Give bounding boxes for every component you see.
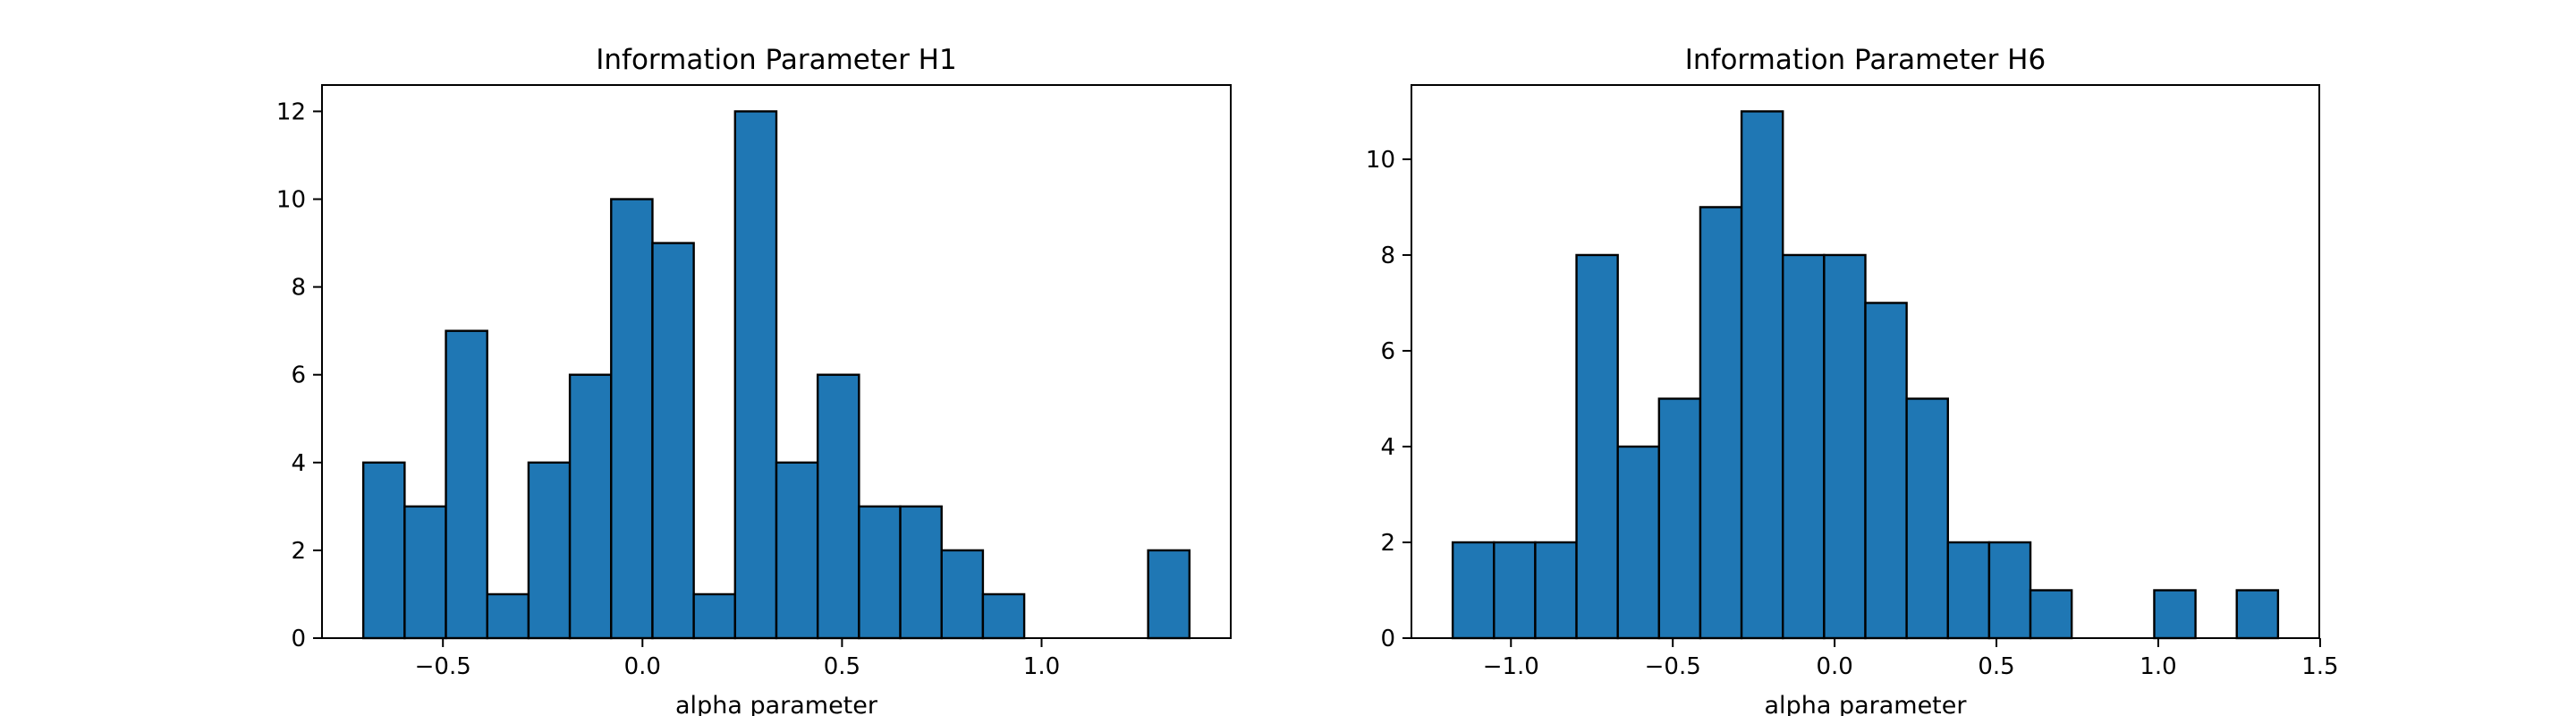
y-tick-label-h6-5: 10 [1366,147,1395,174]
y-ticks-h1: 0 2 4 6 8 10 12 [276,98,322,652]
bar-h1-0 [361,461,406,640]
x-tick-label-h6-5: 1.5 [2301,653,2338,680]
y-tick-label-h1-2: 4 [291,450,306,477]
y-tick-label-h1-0: 0 [291,626,306,652]
x-ticks-h1: −0.5 0.0 0.5 1.0 [415,638,1060,680]
x-ticks-h6: −1.0 −0.5 0.0 0.5 1.0 1.5 [1483,638,2339,680]
y-tick-label-h6-3: 6 [1380,338,1395,365]
bar-h6-3 [1575,253,1619,640]
bar-h6-17 [2153,589,2197,640]
bar-h6-0 [1451,541,1496,640]
y-tick-label-h6-0: 0 [1380,626,1395,652]
bar-h1-9 [733,110,778,640]
x-tick-label-h1-1: 0.0 [624,653,661,680]
y-tick-label-h1-6: 12 [276,98,306,125]
bar-h6-8 [1782,253,1826,640]
plot-frame-h1 [321,84,1232,639]
bar-h6-4 [1616,445,1661,640]
y-tick-label-h6-4: 8 [1380,243,1395,269]
bar-h1-13 [899,505,943,640]
x-tick-label-h6-0: −1.0 [1483,653,1539,680]
x-tick-label-h6-2: 0.0 [1816,653,1852,680]
bar-h1-6 [610,198,654,640]
bar-h6-13 [1987,541,2032,640]
bars-h1 [361,110,1191,640]
bar-h6-6 [1699,206,1743,640]
x-axis-label-h1: alpha parameter [675,692,878,716]
plot-frame-h6 [1411,84,2320,639]
bar-h6-10 [1864,302,1908,640]
y-tick-label-h1-4: 8 [291,275,306,302]
x-tick-label-h6-4: 1.0 [2140,653,2176,680]
bar-h1-12 [858,505,902,640]
x-tick-label-h6-1: −0.5 [1645,653,1701,680]
bar-h6-19 [2235,589,2280,640]
bar-h6-12 [1946,541,1991,640]
bar-h1-19 [1147,549,1191,640]
chart-title-h1: Information Parameter H1 [596,44,956,76]
y-tick-label-h1-5: 10 [276,187,306,214]
bar-h1-3 [486,592,530,640]
histogram-h1: Information Parameter H1 alpha parameter… [276,44,1232,716]
x-tick-label-h1-2: 0.5 [824,653,860,680]
bar-h1-4 [527,461,572,640]
bar-h6-7 [1740,110,1784,640]
chart-title-h6: Information Parameter H6 [1685,44,2046,76]
bar-h1-5 [568,373,613,640]
bar-h1-8 [692,592,737,640]
bar-h1-1 [403,505,447,640]
bar-h1-15 [981,592,1026,640]
bar-h6-9 [1823,253,1867,640]
bar-h6-2 [1534,541,1578,640]
bar-h6-14 [2029,589,2073,640]
x-tick-label-h6-3: 0.5 [1978,653,2014,680]
bar-h1-11 [816,373,860,640]
bar-h6-5 [1657,397,1702,640]
bars-h6 [1451,110,2280,640]
y-tick-label-h6-1: 2 [1380,530,1395,557]
y-ticks-h6: 0 2 4 6 8 10 [1366,147,1411,652]
y-tick-label-h1-1: 2 [291,538,306,565]
bar-h1-14 [940,549,985,640]
bar-h6-1 [1493,541,1537,640]
x-tick-label-h1-0: −0.5 [415,653,471,680]
bar-h1-10 [775,461,819,640]
x-axis-label-h6: alpha parameter [1765,692,1968,716]
bar-h1-2 [445,329,488,640]
bar-h1-7 [651,242,695,640]
y-tick-label-h6-2: 4 [1380,434,1395,461]
x-tick-label-h1-3: 1.0 [1023,653,1060,680]
y-tick-label-h1-3: 6 [291,362,306,389]
histogram-h6: Information Parameter H6 alpha parameter… [1366,44,2339,716]
bar-h6-11 [1905,397,1949,640]
